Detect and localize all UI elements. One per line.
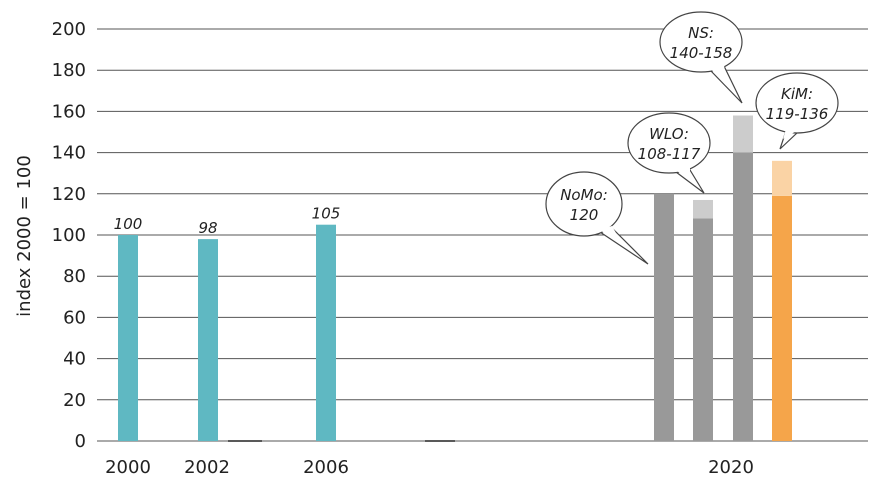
y-tick-label: 160 xyxy=(52,101,86,122)
x-tick-label: 2002 xyxy=(184,457,230,478)
callouts: NoMo: 120 WLO: 108-117 NS: 140-158 KiM: 119-136 xyxy=(545,11,839,265)
callout-wlo-name: WLO: xyxy=(649,125,689,143)
bar-2020-kim-range xyxy=(772,160,792,196)
callout-wlo-join xyxy=(676,168,690,182)
y-tick-label: 60 xyxy=(63,307,86,328)
callout-nomo-name: NoMo: xyxy=(560,186,608,204)
callout-ns-value: 140-158 xyxy=(670,44,733,62)
callout-nomo-value: 120 xyxy=(570,206,599,224)
callout-kim-join xyxy=(783,129,798,139)
callout-kim: KiM: 119-136 xyxy=(755,72,839,150)
callout-ns-join xyxy=(710,64,726,86)
y-tick-label: 180 xyxy=(52,60,86,81)
y-tick-label: 120 xyxy=(52,184,86,205)
bar-2020-nomo xyxy=(654,193,674,441)
bar-label-2006: 105 xyxy=(312,205,341,223)
y-tick-label: 100 xyxy=(52,225,86,246)
gridlines xyxy=(97,28,868,442)
y-tick-label: 40 xyxy=(63,349,86,370)
y-axis-ticks: 0 20 40 60 80 100 120 140 160 180 200 xyxy=(52,19,86,452)
callout-nomo-bubble xyxy=(545,171,623,237)
x-tick-label: 2000 xyxy=(105,457,151,478)
bar-2006 xyxy=(316,224,336,441)
x-axis-ticks: 2000 2002 2006 2020 xyxy=(105,457,754,478)
bar-label-2002: 98 xyxy=(198,219,217,237)
bar-2020-wlo-range xyxy=(693,199,713,219)
x-tick-label: 2020 xyxy=(708,457,754,478)
y-tick-label: 200 xyxy=(52,19,86,40)
y-tick-label: 20 xyxy=(63,390,86,411)
bars: 100 98 105 xyxy=(114,115,792,441)
callout-ns-name: NS: xyxy=(688,24,714,42)
callout-wlo: WLO: 108-117 xyxy=(627,112,711,194)
bar-2000 xyxy=(118,235,138,441)
bar-2020-ns xyxy=(733,152,753,441)
y-tick-label: 0 xyxy=(75,431,86,452)
callout-kim-bubble xyxy=(755,72,839,134)
y-tick-label: 80 xyxy=(63,266,86,287)
callout-ns-bubble xyxy=(659,11,743,73)
callout-ns: NS: 140-158 xyxy=(659,11,743,104)
bar-2002 xyxy=(198,239,218,441)
bar-2020-wlo xyxy=(693,218,713,441)
bar-2020-kim xyxy=(772,195,792,441)
callout-nomo: NoMo: 120 xyxy=(545,171,649,265)
callout-wlo-value: 108-117 xyxy=(638,145,701,163)
callout-kim-value: 119-136 xyxy=(766,105,829,123)
callout-kim-name: KiM: xyxy=(781,85,813,103)
bar-2020-ns-range xyxy=(733,115,753,153)
callout-nomo-join xyxy=(600,226,624,247)
bar-label-2000: 100 xyxy=(114,215,143,233)
y-axis-label: index 2000 = 100 xyxy=(14,155,35,317)
y-tick-label: 140 xyxy=(52,143,86,164)
x-tick-label: 2006 xyxy=(303,457,349,478)
callout-wlo-bubble xyxy=(627,112,711,174)
